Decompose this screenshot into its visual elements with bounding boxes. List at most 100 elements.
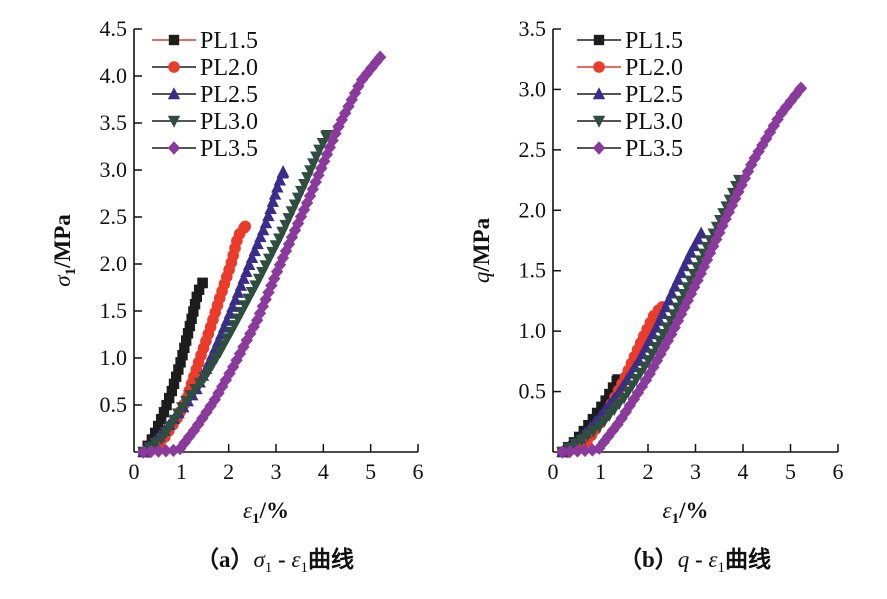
chart-b-q-epsilon1: 0 1 2 3 4 5 60.51.01.52.02.53.03.5ε1/%q/MPaPL1…: [469, 16, 844, 576]
data-marker: [161, 399, 172, 411]
data-marker: [650, 353, 664, 368]
data-marker: [612, 374, 623, 385]
data-marker: [571, 444, 584, 458]
series-PL3.5: [556, 81, 808, 459]
legend-label: PL1.5: [625, 28, 683, 54]
data-marker: [230, 353, 243, 367]
x-tick-label: 2: [223, 459, 234, 484]
data-marker: [158, 406, 170, 418]
legend-marker: [593, 34, 605, 46]
data-marker: [647, 360, 660, 374]
data-marker: [603, 409, 616, 422]
data-marker: [276, 165, 290, 178]
legend-item-PL2.5: PL2.5: [577, 82, 683, 108]
data-marker: [706, 239, 720, 253]
data-marker: [240, 265, 253, 277]
y-tick-label: 1.0: [100, 345, 128, 370]
series-PL3.5: [137, 50, 387, 459]
data-marker: [251, 237, 264, 250]
data-marker: [607, 382, 619, 393]
legend-marker: [592, 87, 606, 100]
x-tick-label: 5: [365, 459, 376, 484]
data-marker: [713, 225, 726, 240]
legend-item-PL2.0: PL2.0: [152, 55, 258, 81]
data-marker: [794, 81, 808, 95]
data-marker: [745, 157, 758, 172]
data-marker: [348, 86, 362, 100]
y-tick-label: 3.5: [100, 110, 128, 135]
x-tick-label: 2: [643, 459, 654, 484]
data-marker: [173, 364, 184, 375]
y-tick-label: 3.0: [519, 76, 547, 101]
x-label-subscript: 1: [252, 511, 260, 527]
data-marker: [607, 404, 621, 417]
data-marker: [229, 292, 242, 305]
data-marker: [137, 445, 150, 459]
data-marker: [184, 320, 196, 332]
data-marker: [155, 413, 167, 425]
x-label-symbol: ε: [663, 498, 673, 523]
data-marker: [575, 434, 588, 447]
data-marker: [606, 423, 620, 438]
data-marker: [188, 306, 199, 317]
caption-symbol-1: q: [678, 547, 690, 572]
data-marker: [598, 415, 611, 428]
data-marker: [237, 272, 250, 284]
y-tick-label: 3.0: [100, 157, 128, 182]
legend-label: PL3.5: [625, 136, 683, 162]
data-marker: [587, 425, 600, 438]
y-tick-label: 2.5: [519, 137, 547, 162]
data-marker: [581, 430, 594, 443]
caption-subscript-2: 1: [301, 560, 309, 576]
x-tick-label: 0: [129, 459, 140, 484]
data-marker: [671, 272, 685, 285]
y-tick-label: 4.0: [100, 63, 128, 88]
data-marker: [695, 226, 708, 239]
legend-item-PL1.5: PL1.5: [152, 28, 258, 54]
data-marker: [254, 230, 267, 243]
data-marker: [756, 138, 769, 152]
data-marker: [186, 313, 197, 324]
data-marker: [563, 444, 577, 459]
x-tick-label: 0: [548, 459, 559, 484]
legend-marker: [167, 141, 181, 155]
data-marker: [697, 260, 711, 274]
y-tick-label: 2.0: [100, 251, 128, 276]
y-label-symbol: q: [469, 272, 494, 284]
data-marker: [266, 194, 280, 207]
data-marker: [665, 286, 678, 299]
caption-subscript-2: 1: [718, 560, 726, 576]
data-marker: [256, 223, 270, 236]
data-marker: [166, 385, 178, 397]
legend-item-PL1.5: PL1.5: [577, 28, 683, 54]
data-marker: [273, 173, 287, 186]
data-marker: [661, 334, 674, 348]
data-marker: [168, 378, 180, 390]
y-label-unit: /MPa: [50, 214, 75, 269]
data-marker: [688, 280, 701, 294]
chart-caption: （a）σ1 - ε1曲线: [196, 546, 354, 576]
data-marker: [587, 413, 599, 425]
legend-item-PL3.0: PL3.0: [577, 109, 683, 135]
data-marker: [187, 424, 201, 438]
data-marker: [182, 328, 194, 339]
y-tick-label: 4.5: [100, 16, 128, 41]
y-tick-label: 1.5: [519, 258, 547, 283]
x-tick-label: 3: [690, 459, 701, 484]
legend-marker: [592, 115, 606, 128]
data-marker: [200, 405, 213, 419]
data-marker: [282, 237, 296, 251]
data-marker: [596, 401, 607, 412]
data-marker: [170, 371, 182, 382]
data-marker: [691, 232, 705, 245]
data-marker: [694, 266, 707, 281]
caption-symbol-2: ε: [708, 547, 718, 572]
x-tick-label: 5: [785, 459, 796, 484]
y-tick-label: 3.5: [519, 16, 547, 41]
data-marker: [159, 444, 173, 458]
data-marker: [678, 259, 691, 272]
data-marker: [643, 367, 656, 381]
legend-label: PL2.5: [200, 82, 258, 108]
legend-marker: [593, 61, 605, 73]
